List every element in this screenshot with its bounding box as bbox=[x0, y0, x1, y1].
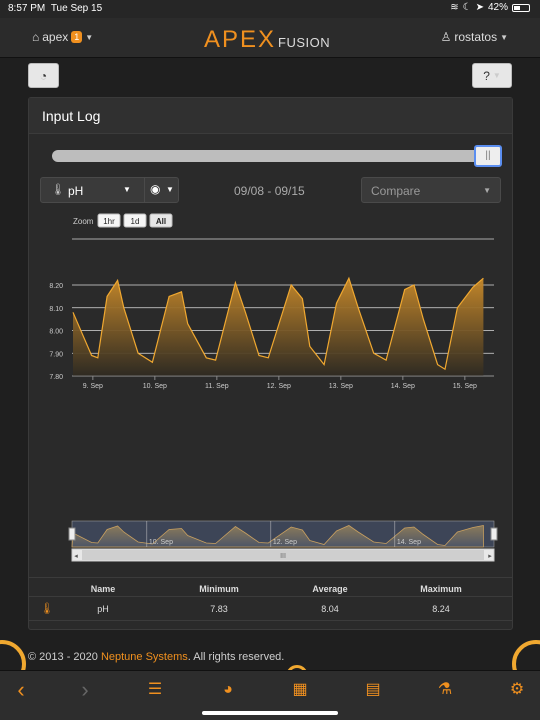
log-icon[interactable]: ▤ bbox=[365, 681, 381, 698]
help-icon: ? bbox=[483, 68, 490, 83]
probe-select-label: pH bbox=[68, 184, 84, 198]
user-menu[interactable]: ♙ rostatos ▼ bbox=[441, 30, 508, 44]
col-max: Maximum bbox=[420, 584, 462, 594]
stats-table: Name Minimum Average Maximum 🌡 pH 7.83 8… bbox=[29, 577, 512, 621]
apex-menu-label: apex bbox=[42, 30, 69, 44]
user-name: rostatos bbox=[454, 30, 498, 44]
zoom-label: Zoom bbox=[73, 217, 94, 226]
navigator-series bbox=[71, 525, 484, 548]
battery-percent: 42% bbox=[487, 2, 508, 13]
eye-icon[interactable]: ◉ bbox=[150, 182, 161, 196]
thermometer-icon: 🌡 bbox=[40, 603, 54, 615]
navigator-handle[interactable] bbox=[68, 527, 76, 541]
col-name: Name bbox=[90, 584, 116, 594]
date-range-slider[interactable] bbox=[52, 150, 480, 162]
y-tick-label: 7.90 bbox=[49, 351, 63, 358]
apex-menu[interactable]: ⌂ apex 1 ▼ bbox=[32, 30, 93, 44]
date-range-label: 09/08 - 09/15 bbox=[234, 184, 305, 198]
x-tick-label: 14. Sep bbox=[391, 383, 415, 390]
ph-series-line bbox=[72, 276, 484, 371]
help-menu-button[interactable]: ? ▼ bbox=[472, 63, 512, 88]
navigator-label: 12. Sep bbox=[273, 539, 297, 546]
row-min: 7.83 bbox=[210, 604, 228, 614]
dashboard-icon[interactable]: ◕ bbox=[223, 681, 233, 698]
app-header: ⌂ apex 1 ▼ APEX FUSION ♙ rostatos ▼ bbox=[0, 18, 540, 58]
zoom-1hr-button[interactable]: 1hr bbox=[97, 213, 121, 228]
neptune-link[interactable]: Neptune Systems bbox=[100, 651, 188, 663]
y-tick-label: 8.20 bbox=[49, 283, 63, 290]
home-indicator bbox=[202, 711, 338, 715]
row-avg: 8.04 bbox=[321, 604, 339, 614]
thermometer-icon: 🌡 bbox=[51, 184, 65, 196]
caret-down-icon: ▼ bbox=[500, 32, 508, 42]
y-tick-label: 8.10 bbox=[49, 306, 63, 313]
stats-table-header: Name Minimum Average Maximum bbox=[29, 577, 512, 597]
row-name: pH bbox=[97, 604, 109, 614]
caret-down-icon: ▼ bbox=[166, 185, 174, 194]
home-icon: ⌂ bbox=[32, 30, 40, 44]
moon-icon: ☾ bbox=[462, 2, 472, 13]
svg-text:1hr: 1hr bbox=[103, 217, 115, 226]
x-tick-label: 13. Sep bbox=[329, 383, 353, 390]
x-tick-label: 11. Sep bbox=[205, 383, 229, 390]
status-right: ≋ ☾ ➤ 42% bbox=[450, 2, 530, 13]
y-tick-label: 8.00 bbox=[49, 329, 63, 336]
row-max: 8.24 bbox=[432, 604, 450, 614]
input-log-panel: Input Log || 🌡 pH ▼ ◉ ▼ 09/08 - 09/15 Co… bbox=[28, 97, 513, 630]
gauge-icon: ◔ bbox=[39, 68, 48, 83]
status-time: 8:57 PM Tue Sep 15 bbox=[8, 3, 103, 14]
bottom-toolbar: ‹ › ☰ ◕ ▦ ▤ ⚗ ⚙ bbox=[0, 670, 540, 720]
col-min: Minimum bbox=[199, 584, 239, 594]
panel-title: Input Log bbox=[29, 98, 512, 134]
compare-select[interactable]: Compare ▼ bbox=[361, 177, 501, 203]
svg-text:◂: ◂ bbox=[74, 553, 78, 560]
dashboard-button[interactable]: ◔ bbox=[28, 63, 59, 88]
y-tick-label: 7.80 bbox=[49, 374, 63, 381]
col-avg: Average bbox=[312, 584, 348, 594]
forward-icon[interactable]: › bbox=[81, 677, 89, 702]
svg-text:All: All bbox=[156, 217, 166, 226]
x-tick-label: 15. Sep bbox=[453, 383, 477, 390]
table-row: 🌡 pH 7.83 8.04 8.24 bbox=[29, 597, 512, 621]
list-icon[interactable]: ☰ bbox=[147, 681, 163, 698]
caret-down-icon: ▼ bbox=[492, 71, 501, 80]
alert-badge: 1 bbox=[71, 31, 83, 43]
svg-text:▸: ▸ bbox=[488, 553, 492, 560]
zoom-All-button[interactable]: All bbox=[149, 213, 173, 228]
navigator-label: 14. Sep bbox=[397, 539, 421, 546]
svg-text:III: III bbox=[280, 553, 286, 560]
status-bar: 8:57 PM Tue Sep 15 ≋ ☾ ➤ 42% bbox=[0, 0, 540, 18]
x-tick-label: 12. Sep bbox=[267, 383, 291, 390]
ph-chart[interactable]: Zoom 1hr 1d All 7.80 7.90 8.00 8.10 8.20 9. Se… bbox=[40, 207, 503, 563]
flask-icon[interactable]: ⚗ bbox=[437, 681, 453, 698]
caret-down-icon: ▼ bbox=[123, 185, 131, 194]
user-icon: ♙ bbox=[440, 30, 452, 44]
wifi-icon: ≋ bbox=[450, 2, 459, 13]
probe-select[interactable]: 🌡 pH ▼ ◉ ▼ bbox=[40, 177, 179, 203]
navigator-handle[interactable] bbox=[490, 527, 498, 541]
gear-icon[interactable]: ⚙ bbox=[509, 681, 525, 698]
back-icon[interactable]: ‹ bbox=[17, 677, 25, 702]
date-range-handle[interactable]: || bbox=[474, 145, 502, 167]
calendar-icon[interactable]: ▦ bbox=[292, 681, 308, 698]
location-icon: ➤ bbox=[475, 2, 484, 13]
caret-down-icon: ▼ bbox=[85, 32, 94, 42]
chart-navigator[interactable]: 10. Sep 12. Sep 14. Sep ◂ ▸ III bbox=[68, 520, 498, 562]
footer-copyright: © 2013 - 2020 Neptune Systems. All right… bbox=[28, 651, 285, 663]
caret-down-icon: ▼ bbox=[483, 186, 491, 195]
x-tick-label: 10. Sep bbox=[143, 383, 167, 390]
x-tick-label: 9. Sep bbox=[83, 383, 103, 390]
navigator-label: 10. Sep bbox=[149, 539, 173, 546]
apex-fusion-logo: APEX FUSION bbox=[204, 26, 331, 53]
svg-text:1d: 1d bbox=[131, 217, 140, 226]
zoom-1d-button[interactable]: 1d bbox=[123, 213, 147, 228]
battery-icon bbox=[512, 3, 530, 12]
compare-placeholder: Compare bbox=[371, 184, 421, 198]
